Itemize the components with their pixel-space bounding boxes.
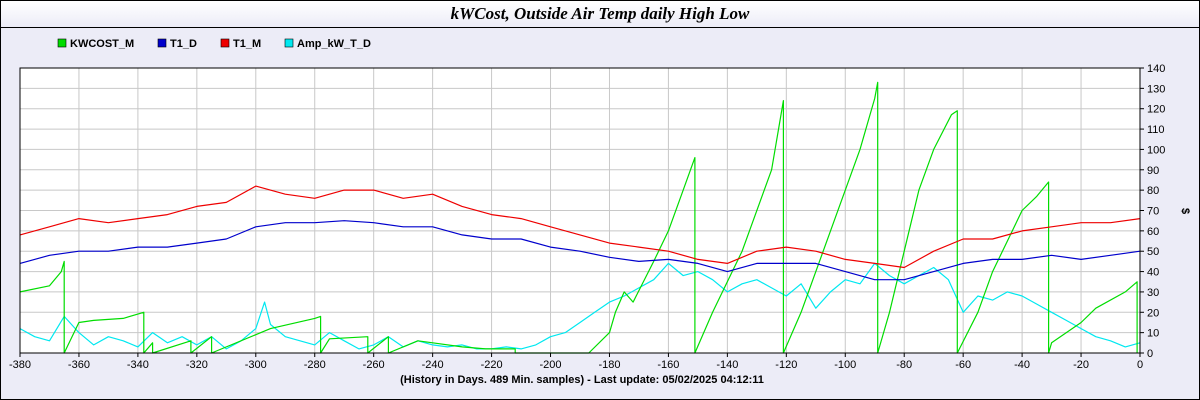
x-tick-label: -280 <box>304 359 326 371</box>
plot-border <box>19 67 1141 354</box>
title-bar: kWCost, Outside Air Temp daily High Low <box>1 1 1199 28</box>
legend-label-amp-kw-t-d: Amp_kW_T_D <box>297 38 371 50</box>
y-tick-label: 30 <box>1147 287 1159 299</box>
y-tick-label: 130 <box>1147 83 1165 95</box>
x-tick-label: 0 <box>1137 359 1143 371</box>
y-tick-label: 140 <box>1147 63 1165 75</box>
x-tick-label: -120 <box>775 359 797 371</box>
x-tick-label: -140 <box>716 359 738 371</box>
legend-label-t1-m: T1_M <box>233 38 261 50</box>
x-axis-label: (History in Days. 489 Min. samples) - La… <box>400 374 764 386</box>
legend-label-t1-d: T1_D <box>170 38 197 50</box>
x-tick-label: -60 <box>955 359 971 371</box>
x-tick-label: -160 <box>657 359 679 371</box>
x-tick-label: -380 <box>9 359 31 371</box>
x-tick-label: -40 <box>1014 359 1030 371</box>
y-axis-label: $ <box>1179 208 1191 214</box>
legend-label-kwcost-m: KWCOST_M <box>70 38 134 50</box>
axes: -380 -360 -340 -320 -300 -280 -260 -240 -220 -200… <box>9 63 1165 371</box>
x-tick-label: -180 <box>598 359 620 371</box>
x-tick-label: -260 <box>363 359 385 371</box>
x-tick-label: -360 <box>68 359 90 371</box>
y-tick-label: 20 <box>1147 307 1159 319</box>
legend-swatch-t1-d <box>157 38 167 48</box>
x-tick-label: -240 <box>422 359 444 371</box>
series-line-t1-d <box>19 220 1141 281</box>
x-tick-label: -20 <box>1073 359 1089 371</box>
legend-swatch-amp-kw-t-d <box>284 38 294 48</box>
y-tick-label: 40 <box>1147 267 1159 279</box>
chart-title: kWCost, Outside Air Temp daily High Low <box>450 4 750 23</box>
x-tick-label: -80 <box>896 359 912 371</box>
y-tick-label: 70 <box>1147 206 1159 218</box>
x-tick-label: -340 <box>127 359 149 371</box>
y-tick-label: 50 <box>1147 246 1159 258</box>
legend: KWCOST_M T1_D T1_M Amp_kW_T_D <box>57 38 371 50</box>
series-line-t1-m <box>19 185 1141 269</box>
x-tick-label: -200 <box>540 359 562 371</box>
y-tick-label: 0 <box>1147 348 1153 360</box>
x-tick-label: -320 <box>186 359 208 371</box>
series-line-kwcost-m <box>19 81 1138 354</box>
y-tick-label: 90 <box>1147 165 1159 177</box>
y-tick-label: 100 <box>1147 144 1165 156</box>
y-tick-label: 80 <box>1147 185 1159 197</box>
series-lines <box>19 81 1141 354</box>
y-tick-label: 60 <box>1147 226 1159 238</box>
y-tick-label: 120 <box>1147 104 1165 116</box>
legend-swatch-kwcost-m <box>57 38 67 48</box>
x-tick-label: -300 <box>245 359 267 371</box>
y-tick-label: 110 <box>1147 124 1165 136</box>
x-tick-label: -100 <box>834 359 856 371</box>
legend-swatch-t1-m <box>220 38 230 48</box>
y-tick-label: 10 <box>1147 328 1159 340</box>
x-tick-label: -220 <box>481 359 503 371</box>
